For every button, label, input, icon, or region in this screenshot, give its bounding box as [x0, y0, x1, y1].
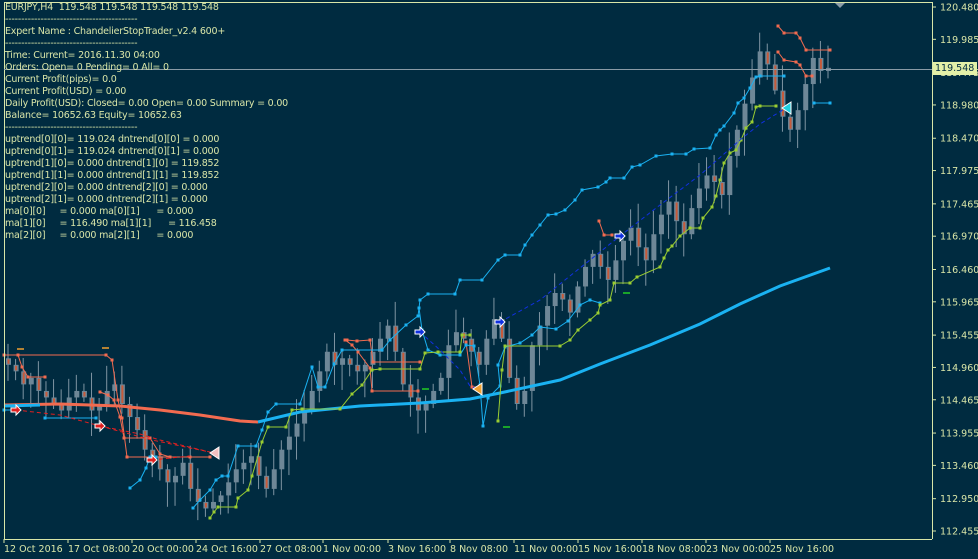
info-line: Daily Profit(USD): Closed= 0.00 Open= 0.…	[5, 98, 289, 109]
upstop-slow-line-2	[497, 105, 776, 422]
price-axis[interactable]: 120.480119.985119.475118.980118.470117.9…	[932, 3, 978, 538]
trade-line-buy-1	[419, 331, 479, 390]
time-tick-label: 24 Oct 16:00	[196, 544, 258, 555]
buy-entry-arrow-icon[interactable]	[414, 325, 426, 339]
upstop-line-3	[192, 445, 256, 509]
info-line: ma[2][0] = 0.000 ma[2][1] = 0.000	[5, 230, 194, 241]
buy-entry-arrow-icon[interactable]	[614, 229, 626, 243]
info-line: Expert Name : ChandelierStopTrader_v2.4 …	[5, 26, 226, 37]
buy-entry-arrow-icon[interactable]	[494, 315, 506, 329]
sell-exit-arrow-icon[interactable]	[209, 446, 220, 460]
price-tick-label: 120.480	[940, 3, 978, 14]
info-line: Balance= 10652.63 Equity= 10652.63	[5, 110, 182, 121]
trade-line-sell-1	[15, 409, 215, 454]
indicator-lines-layer	[2, 24, 832, 520]
price-tick-label: 112.950	[940, 494, 978, 505]
trade-line-sell-3	[151, 455, 191, 461]
dnstop-line-8	[777, 25, 830, 51]
info-line: uptrend[0][0]= 119.024 dntrend[0][0] = 0…	[5, 134, 220, 145]
time-tick-label: 1 Nov 00:00	[323, 544, 381, 555]
time-tick-label: 11 Nov 00:00	[514, 544, 578, 555]
ma-line-up	[257, 266, 831, 424]
time-axis[interactable]: 12 Oct 2016 17 Oct 08:00 20 Oct 00:00 24 Oc…	[3, 539, 834, 555]
dnstop-line-9	[777, 51, 812, 77]
price-tick-label: 118.470	[940, 134, 978, 145]
chart-shift-marker-icon[interactable]	[835, 3, 845, 8]
info-line: ma[1][0] = 116.490 ma[1][1] = 116.458	[5, 218, 217, 229]
trade-markers-layer	[10, 101, 792, 467]
time-tick-label: 17 Oct 08:00	[68, 544, 130, 555]
trade-line-buy-2	[499, 107, 787, 323]
expert-info-panel: EURJPY,H4 119.548 119.548 119.548 119.54…	[5, 2, 288, 242]
price-tick-label: 117.465	[940, 199, 978, 210]
ma-line-up-left	[3, 403, 41, 408]
info-line: uptrend[2][1]= 0.000 dntrend[2][1] = 0.0…	[5, 194, 208, 205]
price-tick-label: 113.460	[940, 461, 978, 472]
trade-line-sell-2	[99, 425, 215, 454]
info-line: uptrend[0][1]= 119.024 dntrend[0][1] = 0…	[5, 146, 220, 157]
buy-exit-arrow-icon[interactable]	[781, 101, 792, 115]
price-tick-label: 114.465	[940, 395, 978, 406]
ma-line-down	[3, 402, 259, 424]
info-line: Time: Current= 2016.11.30 04:00	[5, 50, 160, 61]
info-line: ----------------------------------------…	[5, 122, 138, 133]
time-tick-label: 23 Nov 00:00	[706, 544, 770, 555]
price-tick-label: 117.975	[940, 166, 978, 177]
time-tick-label: 18 Nov 08:00	[642, 544, 706, 555]
info-line: uptrend[1][0]= 0.000 dntrend[1][0] = 119…	[5, 158, 220, 169]
current-price-tag: 119.548	[933, 62, 977, 75]
price-tick-label: 116.970	[940, 232, 978, 243]
time-tick-label: 8 Nov 08:00	[450, 544, 508, 555]
time-tick-label: 27 Oct 08:00	[260, 544, 322, 555]
buy-exit-arrow-icon[interactable]	[472, 382, 483, 396]
time-tick-label: 3 Nov 16:00	[388, 544, 446, 555]
time-tick-label: 12 Oct 2016	[4, 544, 63, 555]
time-tick-label: 15 Nov 16:00	[578, 544, 642, 555]
price-tick-label: 113.955	[940, 429, 978, 440]
chart-header: EURJPY,H4 119.548 119.548 119.548 119.54…	[5, 2, 219, 13]
price-tick-label: 118.980	[940, 100, 978, 111]
price-tick-label: 114.960	[940, 363, 978, 374]
info-line: uptrend[2][0]= 0.000 dntrend[2][0] = 0.0…	[5, 182, 208, 193]
time-tick-label: 20 Oct 00:00	[132, 544, 194, 555]
price-tick-label: 115.965	[940, 297, 978, 308]
price-tick-label: 119.985	[940, 35, 978, 46]
info-line: uptrend[1][1]= 0.000 dntrend[1][1] = 119…	[5, 170, 220, 181]
price-tick-label: 115.455	[940, 331, 978, 342]
sell-entry-arrow-icon[interactable]	[94, 419, 106, 433]
sell-entry-arrow-icon[interactable]	[146, 453, 158, 467]
price-tick-label: 112.455	[940, 527, 978, 538]
info-line: ----------------------------------------…	[5, 14, 138, 25]
info-line: Current Profit(USD) = 0.00	[5, 86, 127, 97]
info-line: Orders: Open= 0 Pending= 0 All= 0	[5, 62, 169, 73]
upstop-line-4	[255, 75, 784, 447]
price-tick-label: 116.460	[940, 265, 978, 276]
dnstop-line-7	[598, 220, 612, 236]
sell-entry-arrow-icon[interactable]	[10, 403, 22, 417]
candles-layer	[6, 32, 831, 521]
info-line: ----------------------------------------…	[5, 38, 138, 49]
time-tick-label: 25 Nov 16:00	[770, 544, 834, 555]
info-line: ma[0][0] = 0.000 ma[0][1] = 0.000	[5, 206, 194, 217]
info-line: Current Profit(pips)= 0.0	[5, 74, 117, 85]
